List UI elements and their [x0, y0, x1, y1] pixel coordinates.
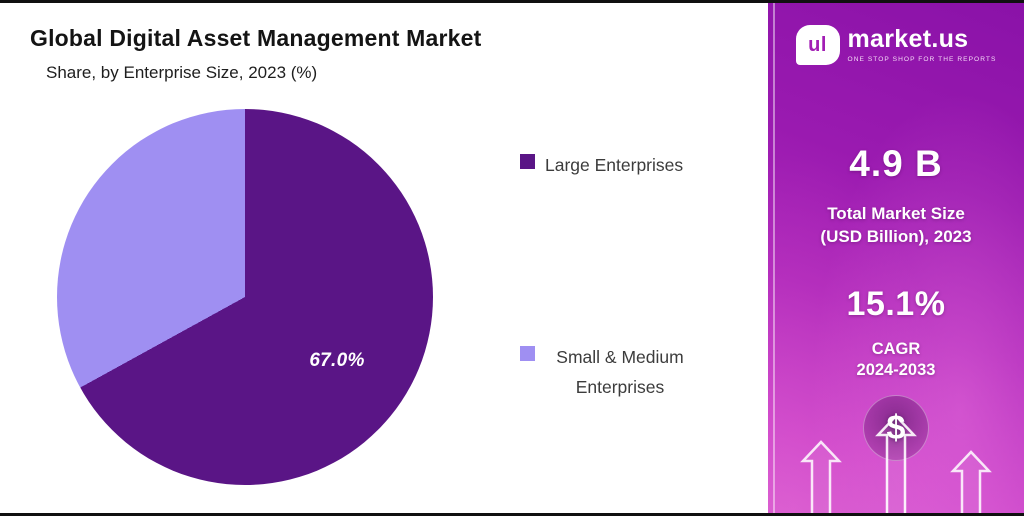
market-size-value: 4.9 B	[849, 143, 943, 184]
legend-swatch-large-enterprises	[520, 154, 535, 169]
brand-sidebar: ul market.us ONE STOP SHOP FOR THE REPOR…	[768, 3, 1024, 513]
marketus-logo-icon: ul	[795, 25, 840, 65]
market-size-label: Total Market Size (USD Billion), 2023	[820, 204, 972, 246]
chart-panel: Global Digital Asset Management Market S…	[0, 3, 768, 513]
legend-swatch-small-medium-enterprises	[520, 346, 535, 361]
legend-item-large-enterprises: Large Enterprises	[520, 151, 683, 181]
chart-subtitle: Share, by Enterprise Size, 2023 (%)	[46, 63, 318, 82]
legend-item-small-medium-enterprises: Small & Medium Enterprises	[520, 343, 695, 403]
marketus-logo: ul market.us ONE STOP SHOP FOR THE REPOR…	[768, 25, 1024, 65]
logo-text: market.us	[847, 25, 969, 53]
dollar-icon: $	[863, 395, 929, 461]
chart-title: Global Digital Asset Management Market	[30, 25, 482, 51]
logo-tagline: ONE STOP SHOP FOR THE REPORTS	[847, 56, 997, 63]
legend-label: Small & Medium Enterprises	[556, 347, 684, 397]
legend-label: Large Enterprises	[545, 155, 684, 175]
cagr-label: CAGR 2024-2033	[856, 340, 936, 380]
pie-chart: 67.0%	[57, 109, 433, 485]
cagr-value: 15.1%	[846, 285, 946, 323]
pie-data-label: 67.0%	[309, 350, 365, 371]
growth-arrows-icon	[800, 415, 992, 513]
